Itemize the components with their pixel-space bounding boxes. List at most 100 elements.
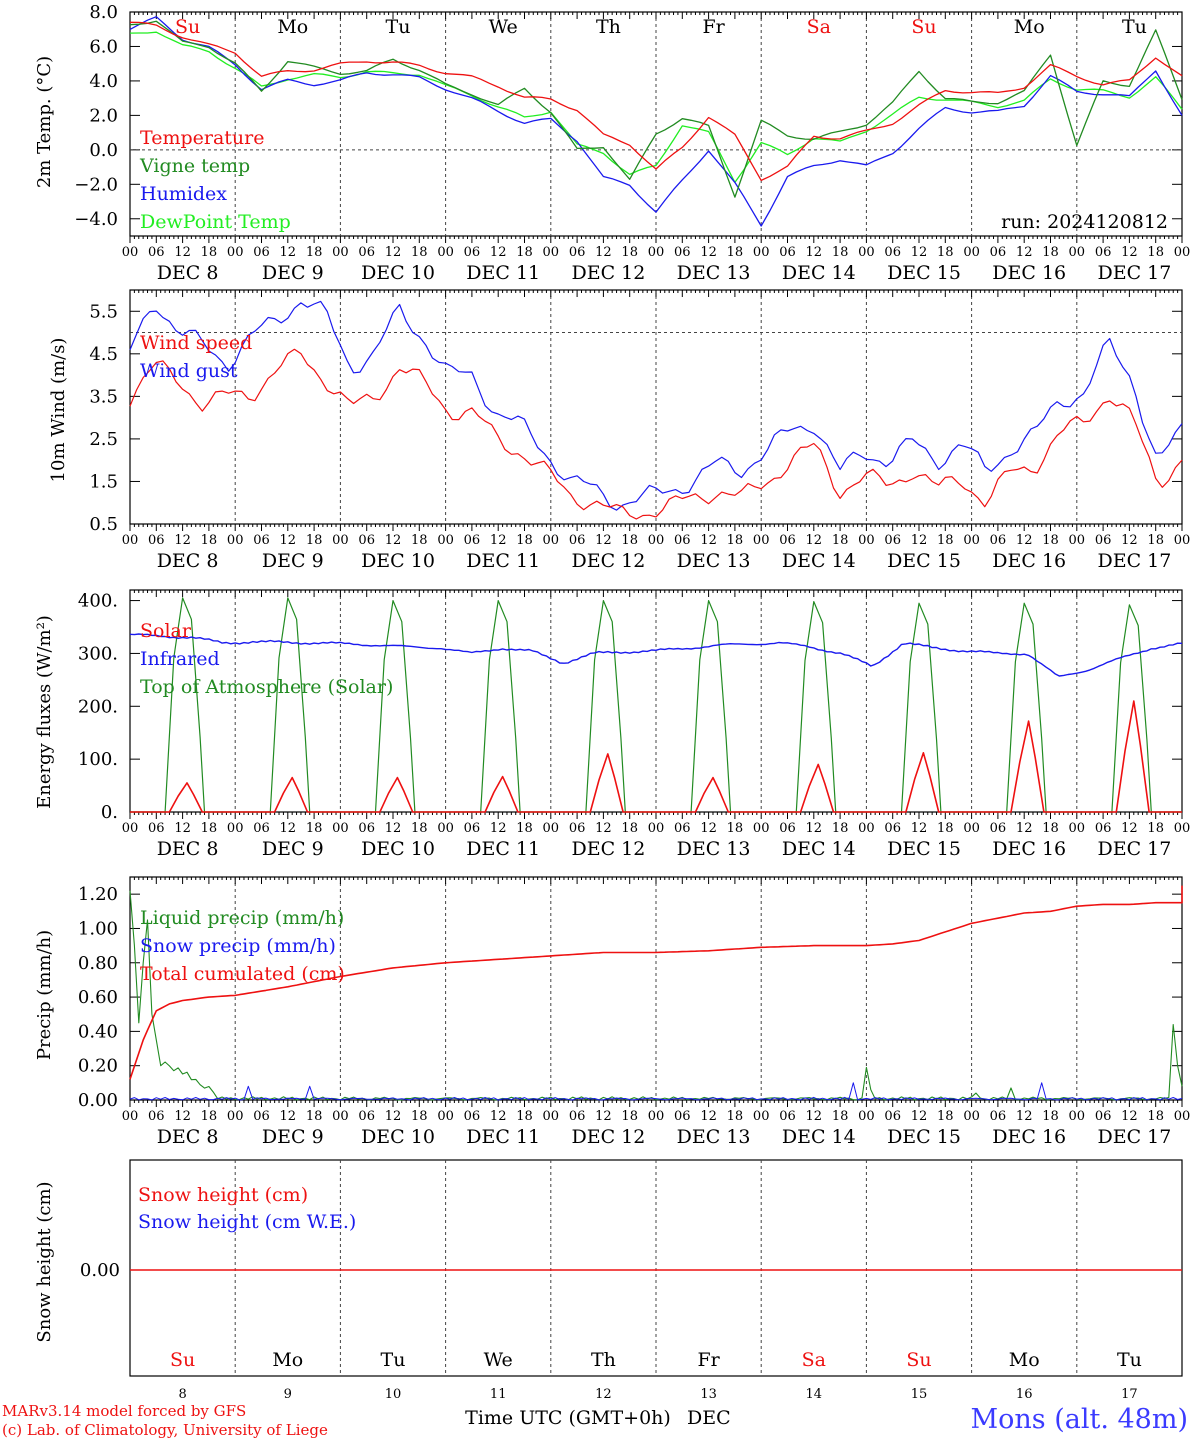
hour-tick-label: 06: [464, 533, 481, 548]
hour-tick-label: 06: [674, 533, 691, 548]
hour-tick-label: 06: [674, 821, 691, 836]
hour-tick-label: 00: [543, 245, 560, 260]
hour-tick-label: 12: [490, 1109, 507, 1124]
y-tick-label: 0.0: [89, 140, 118, 161]
date-label: DEC 13: [677, 1126, 751, 1148]
hour-tick-label: 12: [280, 821, 297, 836]
weekday-label: Su: [175, 16, 200, 38]
y-tick-label: 4.0: [89, 71, 118, 92]
y-tick-label: 0.60: [78, 987, 118, 1008]
hour-tick-label: 00: [1174, 1109, 1191, 1124]
hour-tick-label: 18: [516, 821, 533, 836]
hour-tick-label: 06: [253, 821, 270, 836]
snow-ylabel: Snow height (cm): [34, 1181, 55, 1342]
weekday-label: Th: [596, 16, 621, 38]
weekday-label: Tu: [381, 1349, 406, 1371]
y-tick-label: 4.5: [89, 344, 118, 365]
hour-tick-label: 00: [648, 245, 665, 260]
hour-tick-label: 00: [122, 1109, 139, 1124]
date-number-label: 8: [178, 1387, 186, 1402]
hour-tick-label: 00: [963, 245, 980, 260]
hour-tick-label: 12: [806, 821, 823, 836]
hour-tick-label: 18: [201, 1109, 218, 1124]
hour-tick-label: 06: [569, 1109, 586, 1124]
hour-tick-label: 00: [648, 821, 665, 836]
hour-tick-label: 00: [963, 1109, 980, 1124]
weekday-label: Tu: [386, 16, 411, 38]
hour-tick-label: 00: [437, 1109, 454, 1124]
hour-tick-label: 12: [490, 533, 507, 548]
series-wind-gust: [129, 300, 1183, 511]
date-label: DEC 9: [262, 262, 324, 284]
hour-tick-label: 00: [437, 821, 454, 836]
panel-temperature: 00 06 12 18 DEC 8 00 06 12 18 DEC 9 00 06 12 18 DEC 10…: [34, 2, 1190, 284]
hour-tick-label: 12: [280, 245, 297, 260]
hour-tick-label: 06: [1095, 1109, 1112, 1124]
hour-tick-label: 18: [1147, 533, 1164, 548]
hour-tick-label: 00: [437, 245, 454, 260]
hour-tick-label: 18: [937, 821, 954, 836]
hour-tick-label: 12: [385, 821, 402, 836]
date-label: DEC 11: [466, 1126, 540, 1148]
date-label: DEC 12: [571, 262, 645, 284]
hour-tick-label: 00: [227, 1109, 244, 1124]
energy-ylabel: Energy fluxes (W/m²): [34, 615, 55, 809]
hour-tick-label: 06: [779, 533, 796, 548]
date-number-label: 17: [1121, 1387, 1138, 1402]
date-label: DEC 17: [1097, 838, 1171, 860]
hour-tick-label: 18: [832, 533, 849, 548]
hour-tick-label: 06: [253, 533, 270, 548]
temperature-ylabel: 2m Temp. (°C): [34, 56, 55, 188]
y-tick-label: 0.: [101, 802, 118, 823]
y-tick-label: 0.00: [78, 1090, 118, 1111]
hour-tick-label: 00: [227, 245, 244, 260]
series-total-cumulated: [129, 885, 1183, 1080]
date-number-label: 10: [385, 1387, 402, 1402]
panel-snow: 0.00 Su 8 Mo 9 Tu 10 We 11 Th 12 Fr 13 Sa 14 Su 15 Mo 16 Tu…: [34, 1159, 1183, 1402]
hour-tick-label: 00: [1174, 533, 1191, 548]
hour-tick-label: 06: [569, 533, 586, 548]
hour-tick-label: 06: [148, 1109, 165, 1124]
series-wind-speed: [129, 348, 1183, 520]
legend-liquid-precip: Liquid precip (mm/h): [140, 907, 344, 929]
date-number-label: 15: [911, 1387, 928, 1402]
hour-tick-label: 00: [753, 1109, 770, 1124]
hour-tick-label: 06: [1095, 533, 1112, 548]
hour-tick-label: 18: [1042, 1109, 1059, 1124]
hour-tick-label: 00: [1069, 245, 1086, 260]
hour-tick-label: 18: [727, 1109, 744, 1124]
hour-tick-label: 00: [332, 245, 349, 260]
y-tick-label: 8.0: [89, 2, 118, 23]
model-credit: MARv3.14 model forced by GFS: [2, 1402, 246, 1420]
hour-tick-label: 18: [306, 245, 323, 260]
date-label: DEC 16: [992, 838, 1066, 860]
hour-tick-label: 06: [358, 1109, 375, 1124]
hour-tick-label: 06: [884, 821, 901, 836]
lab-credit: (c) Lab. of Climatology, University of L…: [2, 1421, 328, 1439]
hour-tick-label: 06: [990, 533, 1007, 548]
date-number-label: 11: [490, 1387, 507, 1402]
hour-tick-label: 06: [358, 533, 375, 548]
weekday-label: We: [484, 1349, 513, 1371]
hour-tick-label: 18: [1042, 245, 1059, 260]
hour-tick-label: 18: [306, 533, 323, 548]
hour-tick-label: 06: [464, 821, 481, 836]
hour-tick-label: 00: [753, 533, 770, 548]
hour-tick-label: 18: [411, 821, 428, 836]
series-humidex: [129, 16, 1183, 227]
hour-tick-label: 06: [884, 245, 901, 260]
hour-tick-label: 12: [595, 533, 612, 548]
hour-tick-label: 00: [332, 533, 349, 548]
date-label: DEC 12: [571, 550, 645, 572]
hour-tick-label: 12: [911, 1109, 928, 1124]
legend-infrared: Infrared: [140, 648, 220, 670]
weekday-label: Su: [911, 16, 936, 38]
hour-tick-label: 12: [1121, 1109, 1138, 1124]
date-label: DEC 15: [887, 262, 961, 284]
legend-snow-height-we: Snow height (cm W.E.): [138, 1211, 356, 1233]
hour-tick-label: 06: [358, 245, 375, 260]
hour-tick-label: 18: [937, 533, 954, 548]
hour-tick-label: 12: [595, 245, 612, 260]
hour-tick-label: 06: [779, 245, 796, 260]
hour-tick-label: 12: [595, 821, 612, 836]
